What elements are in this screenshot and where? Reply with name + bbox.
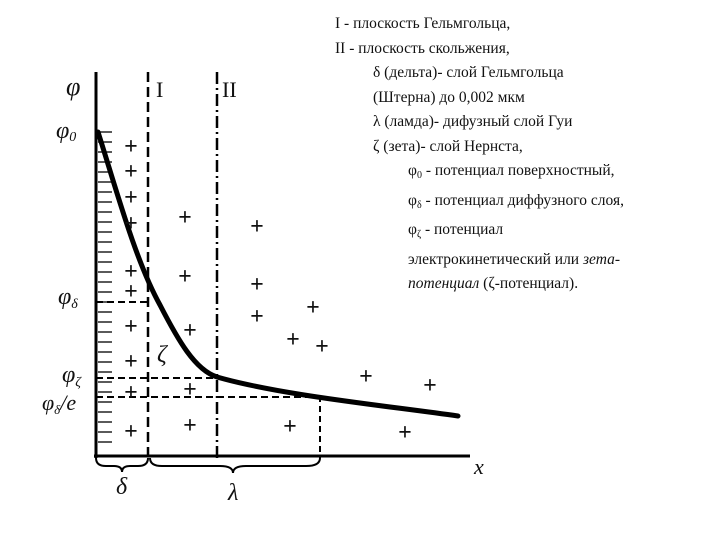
plus-sign: + (250, 272, 264, 298)
legend-line: ζ (зета)- слой Нернста, (373, 137, 523, 155)
plus-sign: + (398, 420, 412, 446)
plus-sign: + (124, 134, 138, 160)
legend-line: (Штерна) до 0,002 мкм (373, 88, 525, 106)
legend-line: II - плоскость скольжения, (335, 39, 510, 57)
plus-sign: + (286, 327, 300, 353)
plus-sign: + (250, 214, 264, 240)
plus-sign: + (124, 211, 138, 237)
legend: I - плоскость Гельмгольца, II - плоскост… (335, 12, 624, 297)
plus-sign: + (124, 380, 138, 406)
legend-line: δ (дельта)- слой Гельмгольца (373, 64, 564, 81)
plus-sign: + (423, 373, 437, 399)
potential-curve (95, 129, 461, 419)
legend-line: φζ - потенциал (408, 221, 504, 240)
legend-line: φ0 - потенциал поверхностный, (408, 162, 615, 181)
plane-I-label: I (156, 77, 163, 102)
plus-sign: + (124, 419, 138, 445)
delta-region-label: δ (116, 474, 128, 500)
plus-sign: + (315, 334, 329, 360)
x-axis-label: x (473, 454, 484, 479)
phi-zeta-label: φζ (62, 362, 82, 390)
counter-ions: +++++++++++++++++++++++ ++ (124, 134, 437, 446)
plus-sign: + (306, 295, 320, 321)
plus-sign: + (178, 205, 192, 231)
phi0-label: φ0 (56, 118, 76, 145)
zeta-symbol: ζ (157, 342, 169, 368)
plus-sign: + (124, 159, 138, 185)
legend-line: потенциал (ζ-потенциал). (408, 275, 579, 292)
legend-line: I - плоскость Гельмгольца, (335, 15, 511, 32)
plus-sign: + (183, 377, 197, 403)
plus-sign: + (124, 259, 138, 285)
legend-line: электрокинетический или зета- (408, 250, 621, 268)
plus-sign: + (124, 185, 138, 211)
phi-delta-label: φδ (58, 284, 78, 312)
lambda-brace (149, 457, 321, 474)
plus-sign: + (283, 414, 297, 440)
plus-sign: + (183, 318, 197, 344)
plus-sign: + (359, 364, 373, 390)
electrode-hatching (98, 131, 112, 443)
delta-brace (95, 457, 149, 473)
plus-sign: + (124, 279, 138, 305)
plus-sign: + (124, 349, 138, 375)
plus-sign: + (178, 264, 192, 290)
plus-sign: + (124, 314, 138, 340)
plus-sign: + (183, 413, 197, 439)
plane-II-label: II (222, 77, 237, 102)
y-axis-label: φ (66, 72, 80, 101)
lambda-region-label: λ (227, 480, 238, 506)
legend-line: λ (ламда)- дифузный слой Гуи (373, 113, 573, 130)
legend-line: φδ - потенциал диффузного слоя, (408, 191, 624, 211)
phi-delta-e-label: φδ/e (42, 390, 76, 417)
plus-sign: + (250, 304, 264, 330)
